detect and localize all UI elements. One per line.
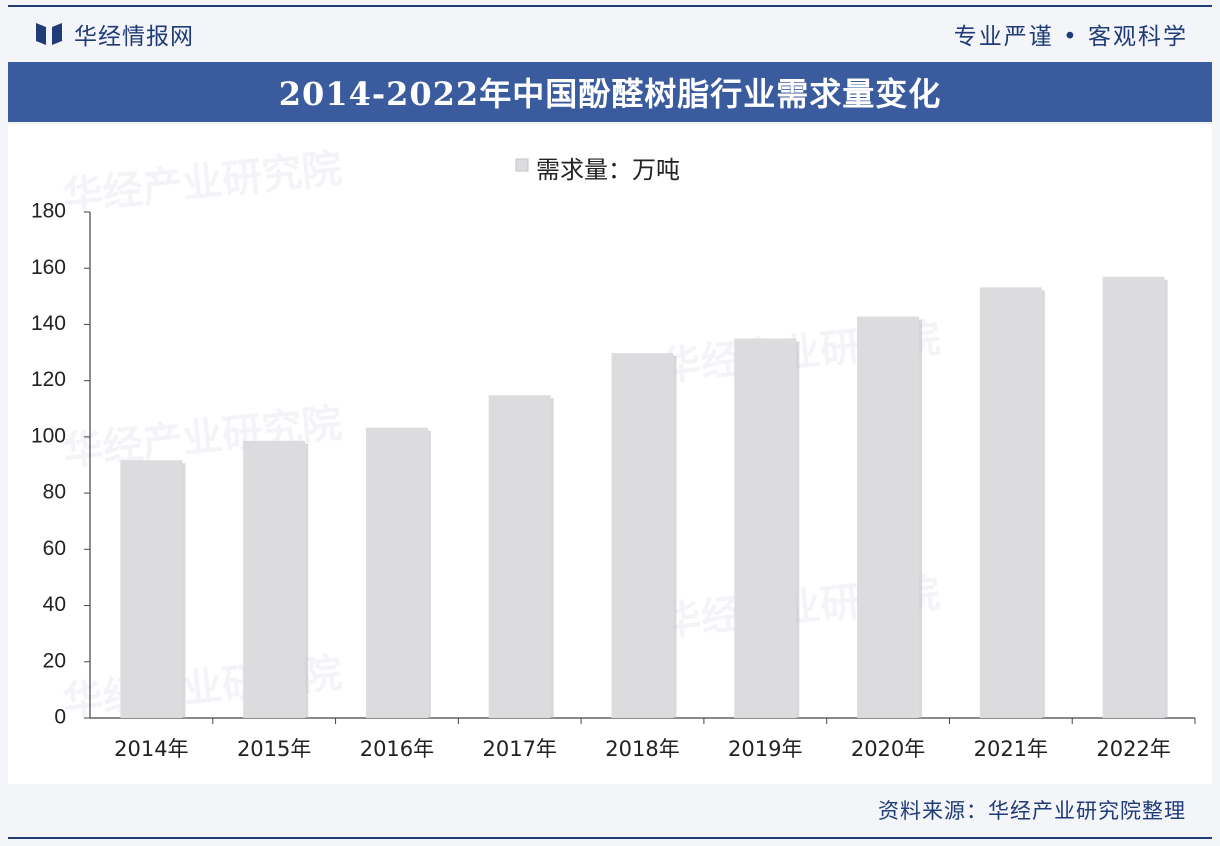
bar	[120, 460, 183, 718]
x-tick-label: 2018年	[605, 737, 679, 761]
x-tick-label: 2015年	[237, 737, 311, 761]
source-note: 资料来源：华经产业研究院整理	[878, 799, 1186, 823]
brand-logo-icon	[36, 23, 62, 45]
x-tick-label: 2020年	[851, 737, 925, 761]
bar	[979, 287, 1042, 718]
title-bar: 2014-2022年中国酚醛树脂行业需求量变化	[8, 62, 1212, 122]
y-tick-label: 180	[31, 200, 66, 223]
brand-name: 华经情报网	[74, 24, 194, 50]
brand: 华经情报网	[34, 17, 194, 51]
bar	[488, 395, 551, 718]
y-tick-label: 100	[31, 424, 66, 447]
y-tick-label: 40	[43, 593, 66, 616]
y-tick-label: 60	[43, 537, 66, 560]
bar	[365, 427, 428, 718]
bar	[243, 440, 306, 718]
x-tick-label: 2021年	[974, 737, 1048, 761]
x-tick-label: 2016年	[360, 737, 434, 761]
top-rule	[8, 5, 1212, 7]
x-tick-label: 2022年	[1096, 737, 1170, 761]
y-tick-label: 80	[43, 481, 66, 504]
legend-label: 需求量：万吨	[536, 156, 680, 184]
chart-title: 2014-2022年中国酚醛树脂行业需求量变化	[278, 75, 942, 113]
y-tick-label: 120	[31, 368, 66, 391]
x-tick-label: 2019年	[728, 737, 802, 761]
legend-swatch	[515, 158, 529, 172]
bar	[734, 338, 797, 718]
y-tick-label: 0	[54, 706, 66, 729]
x-tick-label: 2017年	[482, 737, 556, 761]
y-tick-label: 20	[43, 649, 66, 672]
bar	[857, 316, 920, 718]
bar	[611, 353, 674, 718]
slogan: 专业严谨 • 客观科学	[953, 24, 1188, 50]
bar	[1102, 276, 1165, 718]
x-tick-label: 2014年	[114, 737, 188, 761]
bottom-rule	[8, 837, 1212, 839]
y-tick-label: 140	[31, 312, 66, 335]
y-tick-label: 160	[31, 256, 66, 279]
